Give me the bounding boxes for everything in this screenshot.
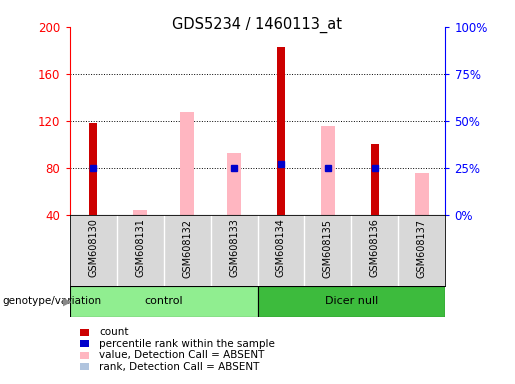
Text: GSM608133: GSM608133 — [229, 218, 239, 278]
Text: GSM608136: GSM608136 — [370, 218, 380, 278]
Text: rank, Detection Call = ABSENT: rank, Detection Call = ABSENT — [99, 362, 260, 372]
Text: value, Detection Call = ABSENT: value, Detection Call = ABSENT — [99, 350, 265, 360]
Text: GDS5234 / 1460113_at: GDS5234 / 1460113_at — [173, 17, 342, 33]
Bar — [321, 126, 335, 215]
Bar — [415, 173, 429, 215]
Text: GSM608130: GSM608130 — [88, 218, 98, 278]
Text: GSM608134: GSM608134 — [276, 218, 286, 278]
Bar — [90, 123, 96, 215]
Text: control: control — [144, 296, 183, 306]
Text: GSM608135: GSM608135 — [323, 218, 333, 278]
Bar — [133, 210, 147, 215]
Bar — [141, 215, 148, 243]
Text: count: count — [99, 327, 129, 337]
Text: ▶: ▶ — [63, 296, 72, 306]
Bar — [180, 112, 194, 215]
Text: GSM608137: GSM608137 — [417, 218, 427, 278]
Text: GSM608132: GSM608132 — [182, 218, 192, 278]
Bar — [258, 286, 445, 317]
Bar — [371, 144, 379, 215]
Text: genotype/variation: genotype/variation — [3, 296, 101, 306]
Bar — [329, 215, 336, 233]
Text: Dicer null: Dicer null — [325, 296, 378, 306]
Bar — [227, 153, 241, 215]
Text: percentile rank within the sample: percentile rank within the sample — [99, 339, 276, 349]
Text: GSM608131: GSM608131 — [135, 218, 145, 278]
Bar — [70, 286, 258, 317]
Bar — [278, 47, 284, 215]
